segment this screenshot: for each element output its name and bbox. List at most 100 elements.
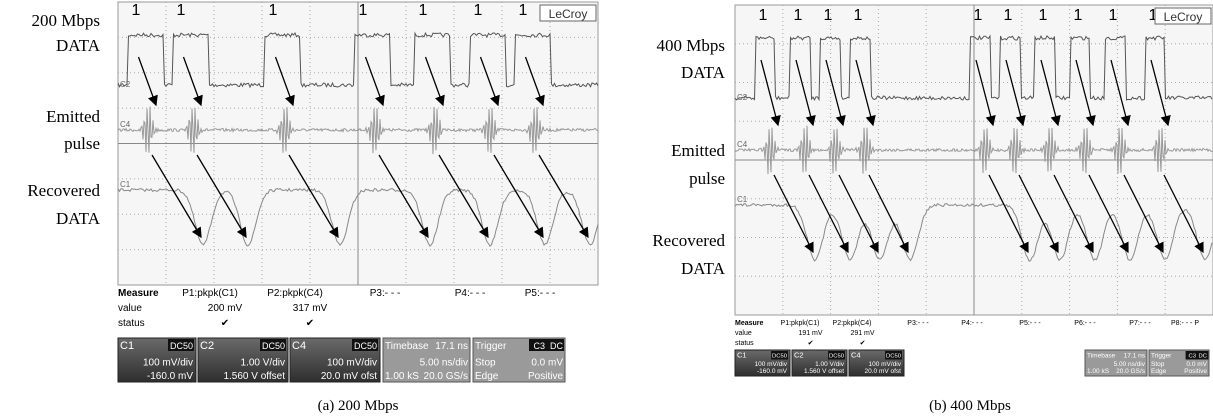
side-label: 400 Mbps bbox=[657, 36, 725, 55]
measure-status: status bbox=[735, 340, 754, 347]
bit-label: 1 bbox=[269, 2, 278, 19]
measure-header: P3:- - - bbox=[907, 320, 929, 327]
side-label: pulse bbox=[689, 169, 725, 188]
box-offset: 1.560 V offset bbox=[804, 368, 844, 375]
timebase-delay: 17.1 ns bbox=[435, 341, 468, 352]
trigger-type: Edge bbox=[475, 371, 499, 382]
bit-label: 1 bbox=[1004, 7, 1013, 24]
caption: (b) 400 Mbps bbox=[929, 398, 1011, 414]
box-offset: 20.0 mV ofst bbox=[865, 368, 902, 375]
box-scale: 100 mV/div bbox=[143, 357, 193, 368]
measure-header: P8:- - - P bbox=[1171, 320, 1199, 327]
channel-marker: C2 bbox=[737, 93, 748, 102]
bit-label: 1 bbox=[824, 7, 833, 24]
brand: LeCroy bbox=[549, 7, 588, 21]
side-label: DATA bbox=[681, 259, 726, 278]
trigger-title: Trigger bbox=[475, 341, 507, 352]
timebase-title: Timebase bbox=[1087, 353, 1116, 360]
timebase-rate: 20.0 GS/s bbox=[1116, 368, 1146, 375]
trigger-slope: Positive bbox=[1184, 368, 1207, 375]
box-coupling: DC50 bbox=[170, 341, 193, 351]
bit-label: 1 bbox=[759, 7, 768, 24]
measure-value: value bbox=[735, 330, 752, 337]
measure-value: 317 mV bbox=[293, 303, 328, 314]
measure-header: P2:pkpk(C4) bbox=[267, 288, 323, 299]
measure-header: P1:pkpk(C1) bbox=[182, 288, 238, 299]
box-offset: 1.560 V offset bbox=[223, 371, 285, 382]
box-coupling: DC50 bbox=[354, 341, 377, 351]
trigger-coupling: DC bbox=[1199, 354, 1207, 360]
measure-value: value bbox=[118, 303, 142, 314]
box-channel: C2 bbox=[794, 351, 804, 360]
measure-header: Measure bbox=[118, 288, 159, 299]
measure-header: P7:- - - bbox=[1129, 320, 1151, 327]
box-channel: C2 bbox=[200, 340, 214, 352]
trigger-mode: Stop bbox=[475, 357, 496, 368]
scope-panel: 1 1 1 1 1 1 1 LeCroy C2 C4 C1 200 Mbps DATA Emitted pu… bbox=[27, 2, 598, 414]
caption: (a) 200 Mbps bbox=[318, 398, 399, 414]
timebase-div: 5.00 ns/div bbox=[420, 357, 468, 368]
bit-label: 1 bbox=[474, 2, 483, 19]
page: 1 1 1 1 1 1 1 LeCroy C2 C4 C1 200 Mbps DATA Emitted pu… bbox=[0, 0, 1213, 417]
measure-value: 200 mV bbox=[208, 303, 243, 314]
measure-status: status bbox=[118, 318, 145, 329]
figure: 1 1 1 1 1 1 1 LeCroy C2 C4 C1 200 Mbps DATA Emitted pu… bbox=[0, 0, 1213, 417]
trigger-level: 0.0 mV bbox=[531, 357, 563, 368]
trigger-coupling: DC bbox=[550, 341, 563, 351]
channel-marker: C1 bbox=[120, 180, 131, 189]
bit-label: 1 bbox=[1039, 7, 1048, 24]
trigger-title: Trigger bbox=[1151, 353, 1172, 360]
box-offset: 20.0 mV ofst bbox=[321, 371, 377, 382]
bit-label: 1 bbox=[519, 2, 528, 19]
timebase-samples: 1.00 kS bbox=[1087, 368, 1110, 375]
measure-header: P5:- - - bbox=[525, 288, 556, 299]
measure-header: P1:pkpk(C1) bbox=[781, 320, 820, 327]
side-label: pulse bbox=[64, 134, 100, 153]
brand: LeCroy bbox=[1164, 10, 1203, 24]
channel-marker: C1 bbox=[737, 195, 748, 204]
measure-header: P5:- - - bbox=[1019, 320, 1041, 327]
box-coupling: DC50 bbox=[829, 354, 845, 360]
box-coupling: DC50 bbox=[262, 341, 285, 351]
measure-header: Measure bbox=[735, 320, 764, 327]
timebase-samples: 1.00 kS bbox=[385, 371, 419, 382]
bit-label: 1 bbox=[359, 2, 368, 19]
bit-label: 1 bbox=[974, 7, 983, 24]
side-label: Recovered bbox=[27, 181, 100, 200]
trigger-slope: Positive bbox=[528, 371, 563, 382]
box-coupling: DC50 bbox=[886, 354, 902, 360]
side-label: 200 Mbps bbox=[32, 11, 100, 30]
channel-marker: C4 bbox=[120, 120, 131, 129]
timebase-rate: 20.0 GS/s bbox=[424, 371, 468, 382]
box-offset: -160.0 mV bbox=[147, 371, 193, 382]
bit-label: 1 bbox=[794, 7, 803, 24]
side-label: DATA bbox=[56, 36, 101, 55]
measure-value: 191 mV bbox=[798, 330, 822, 337]
trigger-source: C3 bbox=[533, 341, 545, 351]
box-coupling: DC50 bbox=[772, 354, 788, 360]
measure-header: P3:- - - bbox=[370, 288, 401, 299]
measure-header: P6:- - - bbox=[1074, 320, 1096, 327]
box-channel: C1 bbox=[737, 351, 747, 360]
side-label: Emitted bbox=[46, 107, 100, 126]
timebase-title: Timebase bbox=[385, 341, 429, 352]
measure-value: 291 mV bbox=[850, 330, 874, 337]
bit-label: 1 bbox=[132, 2, 141, 19]
trigger-source: C3 bbox=[1189, 354, 1196, 360]
measure-header: P2:pkpk(C4) bbox=[833, 320, 872, 327]
box-channel: C4 bbox=[292, 340, 306, 352]
side-label: DATA bbox=[56, 209, 101, 228]
measure-header: P4:- - - bbox=[455, 288, 486, 299]
measure-status: ✔ bbox=[808, 340, 814, 347]
box-scale: 1.00 V/div bbox=[241, 357, 285, 368]
bit-label: 1 bbox=[419, 2, 428, 19]
box-channel: C1 bbox=[120, 340, 134, 352]
timebase-delay: 17.1 ns bbox=[1124, 353, 1146, 360]
box-offset: -160.0 mV bbox=[757, 368, 788, 375]
bit-label: 1 bbox=[1074, 7, 1083, 24]
measure-header: P4:- - - bbox=[961, 320, 983, 327]
side-label: Recovered bbox=[652, 231, 725, 250]
trigger-type: Edge bbox=[1151, 368, 1167, 375]
bit-label: 1 bbox=[177, 2, 186, 19]
